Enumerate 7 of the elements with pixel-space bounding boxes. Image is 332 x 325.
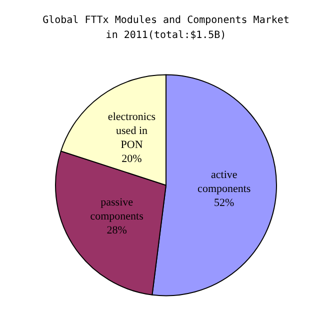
- slice-label: passive components: [90, 196, 144, 222]
- data-label: 52%: [214, 196, 234, 209]
- chart-title: Global FTTx Modules and Components Market in 2011(total:$1.5B): [42, 15, 290, 41]
- slice-label: electronics used in PON: [108, 111, 156, 152]
- data-label: 20%: [122, 153, 142, 166]
- data-label: 28%: [106, 224, 127, 236]
- slice-label: active components: [198, 168, 251, 195]
